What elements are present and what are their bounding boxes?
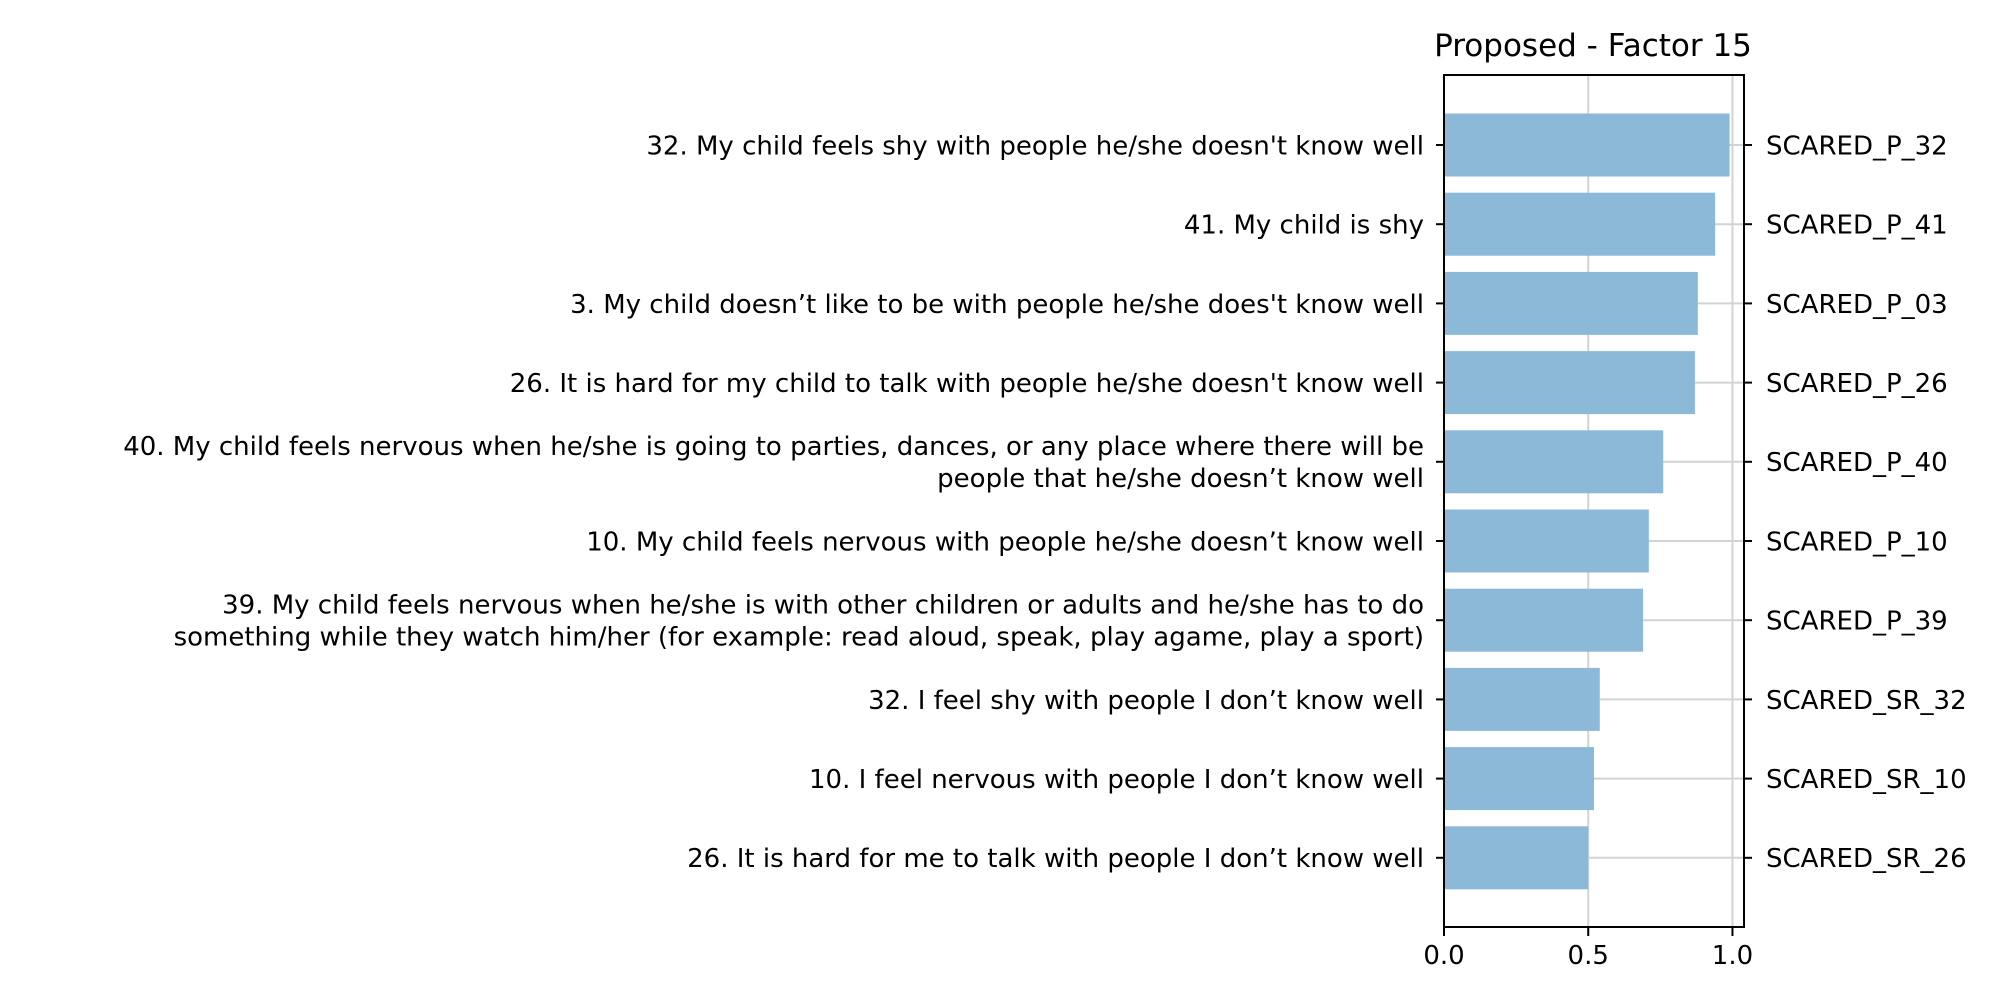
x-tick-label: 1.0 (1712, 941, 1753, 971)
bar (1444, 509, 1649, 573)
y-tick-label-right: SCARED_SR_32 (1766, 686, 1967, 716)
bars (1444, 113, 1730, 890)
y-tick-label: 32. My child feels shy with people he/sh… (646, 131, 1424, 161)
y-tick-label-right: SCARED_SR_10 (1766, 765, 1967, 795)
y-tick-label: something while they watch him/her (for … (174, 623, 1424, 653)
y-tick-label: 32. I feel shy with people I don’t know … (868, 686, 1424, 716)
bar (1444, 430, 1664, 494)
bar (1444, 667, 1600, 731)
x-tick-label: 0.0 (1423, 941, 1464, 971)
bar (1444, 113, 1730, 177)
axes: 32. My child feels shy with people he/sh… (123, 131, 1966, 971)
bar (1444, 588, 1644, 652)
y-tick-label: 3. My child doesn’t like to be with peop… (570, 290, 1424, 320)
y-tick-label-right: SCARED_P_41 (1766, 211, 1948, 241)
bar (1444, 192, 1716, 256)
x-tick-label: 0.5 (1568, 941, 1609, 971)
y-tick-label: 26. It is hard for me to talk with peopl… (687, 844, 1424, 874)
y-tick-label: 26. It is hard for my child to talk with… (510, 369, 1424, 399)
y-tick-label: 40. My child feels nervous when he/she i… (123, 432, 1424, 462)
y-tick-label: 10. I feel nervous with people I don’t k… (809, 765, 1424, 795)
y-tick-label: 10. My child feels nervous with people h… (586, 527, 1424, 557)
y-tick-label-right: SCARED_P_39 (1766, 607, 1948, 637)
bar (1444, 747, 1594, 811)
bar (1444, 351, 1695, 415)
y-tick-label-right: SCARED_P_26 (1766, 369, 1948, 399)
y-tick-label-right: SCARED_P_40 (1766, 448, 1948, 478)
y-tick-label: 41. My child is shy (1184, 211, 1424, 241)
plot-frame (1443, 74, 1745, 928)
chart-title: Proposed - Factor 15 (1434, 28, 1752, 64)
y-tick-label-right: SCARED_P_32 (1766, 131, 1948, 161)
y-tick-label-right: SCARED_P_03 (1766, 290, 1948, 320)
bar (1444, 826, 1589, 890)
y-tick-label: 39. My child feels nervous when he/she i… (222, 591, 1424, 621)
y-tick-label-right: SCARED_SR_26 (1766, 844, 1967, 874)
y-tick-label-right: SCARED_P_10 (1766, 527, 1948, 557)
y-tick-label: people that he/she doesn’t know well (937, 464, 1424, 494)
bar (1444, 271, 1698, 335)
